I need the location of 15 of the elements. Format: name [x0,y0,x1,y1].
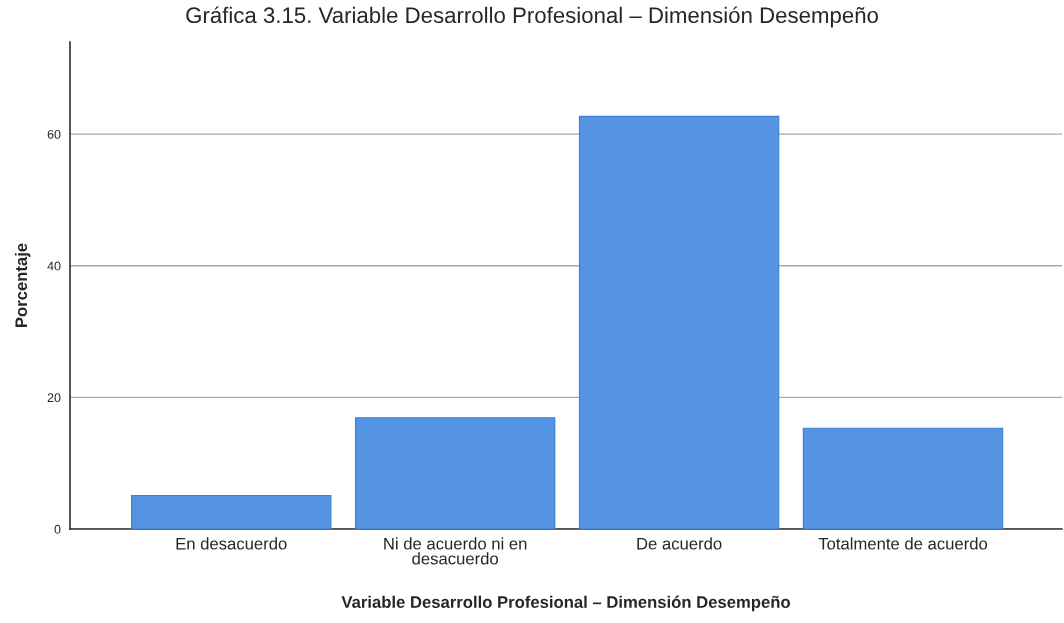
y-tick-label: 0 [54,524,61,534]
y-axis-title: Porcentaje [14,243,31,327]
x-axis-title: Variable Desarrollo Profesional – Dimensión Desempeño [341,595,790,612]
y-tick-label: 40 [47,261,61,271]
bar [131,494,332,529]
x-tick-label: En desacuerdo [176,537,287,550]
bar [578,115,780,529]
chart-title: Gráfica 3.15. Variable Desarrollo Profesional – Dimensión Desempeño [186,6,878,28]
y-tick-label: 60 [47,129,61,139]
y-tick-label: 20 [47,393,61,403]
bar [354,417,556,529]
x-tick-label: De acuerdo [637,537,722,550]
x-tick-label: Ni de acuerdo ni en desacuerdo [384,537,527,565]
x-tick-label: Totalmente de acuerdo [818,537,988,550]
bar [802,427,1004,529]
